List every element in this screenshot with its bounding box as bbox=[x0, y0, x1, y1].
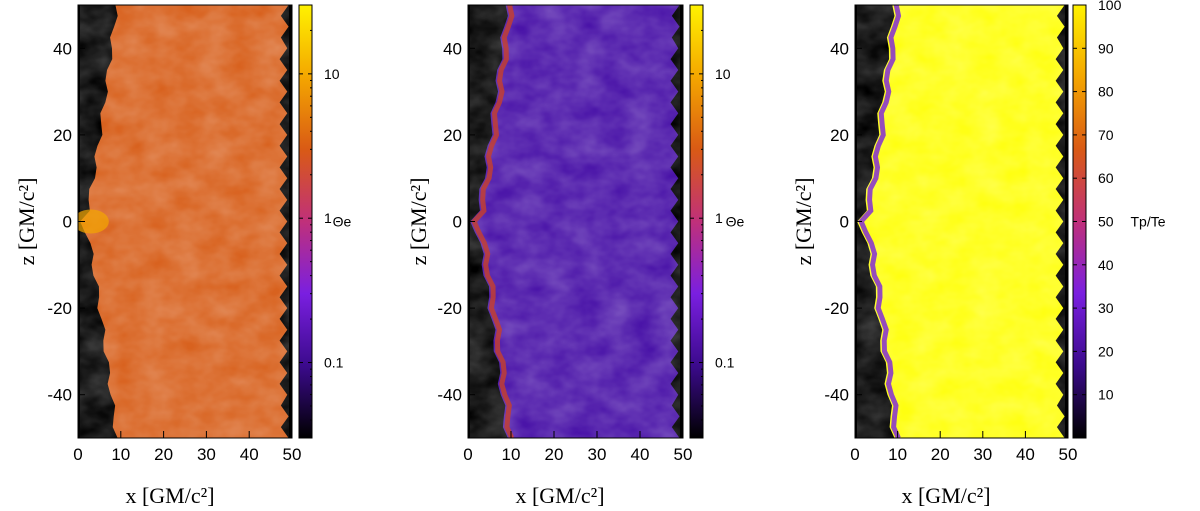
y-tick-label: -40 bbox=[437, 386, 462, 405]
colorbar-tick-label: 70 bbox=[1098, 127, 1114, 143]
y-tick-label: -20 bbox=[824, 299, 849, 318]
colorbar-tick-label: 0.1 bbox=[324, 355, 344, 371]
x-tick-label: 50 bbox=[674, 445, 693, 464]
colorbar-tick-label: 90 bbox=[1098, 40, 1114, 56]
x-tick-label: 50 bbox=[283, 445, 302, 464]
turbulence-texture bbox=[80, 5, 289, 438]
y-tick-label: 0 bbox=[840, 213, 849, 232]
x-tick-label: 0 bbox=[463, 445, 472, 464]
y-axis-title: z [GM/c²] bbox=[791, 178, 816, 266]
y-tick-label: -40 bbox=[824, 386, 849, 405]
x-axis-title: x [GM/c²] bbox=[125, 483, 214, 508]
y-tick-label: 40 bbox=[53, 39, 72, 58]
heatmap-left bbox=[78, 5, 292, 438]
y-tick-label: 20 bbox=[830, 126, 849, 145]
x-tick-label: 10 bbox=[502, 445, 521, 464]
colorbar bbox=[298, 4, 313, 439]
y-tick-label: 40 bbox=[443, 39, 462, 58]
colorbar-tick-label: 10 bbox=[324, 66, 340, 82]
colorbar-tick-label: 50 bbox=[1098, 214, 1114, 230]
x-axis-title: x [GM/c²] bbox=[901, 483, 990, 508]
y-tick-label: 0 bbox=[453, 213, 462, 232]
turbulence-texture bbox=[470, 5, 680, 438]
colorbar-title: Tp/Te bbox=[1130, 214, 1165, 230]
colorbar-tick-label: 30 bbox=[1098, 300, 1114, 316]
colorbar-tick-label: 80 bbox=[1098, 84, 1114, 100]
y-tick-label: -20 bbox=[437, 299, 462, 318]
colorbar-title: Θe bbox=[726, 214, 745, 230]
x-tick-label: 20 bbox=[154, 445, 173, 464]
colorbar-tick-label: 100 bbox=[1098, 0, 1122, 13]
x-tick-label: 20 bbox=[545, 445, 564, 464]
colorbar-tick-label: 20 bbox=[1098, 343, 1114, 359]
colorbar bbox=[689, 4, 704, 439]
panel-middle: 0 10 20 30 40 50 -40 -20 0 20 40 x [GM/c²] z [GM/c²]… bbox=[406, 4, 745, 508]
x-axis-title: x [GM/c²] bbox=[515, 483, 604, 508]
x-tick-label: 40 bbox=[240, 445, 259, 464]
colorbar-tick-label: 0.1 bbox=[715, 355, 735, 371]
y-tick-label: 20 bbox=[443, 126, 462, 145]
y-tick-label: 40 bbox=[830, 39, 849, 58]
colorbar-tick-label: 10 bbox=[1098, 387, 1114, 403]
hot-center bbox=[78, 209, 109, 234]
colorbar-tick-label: 60 bbox=[1098, 170, 1114, 186]
x-tick-label: 50 bbox=[1059, 445, 1078, 464]
x-tick-label: 0 bbox=[73, 445, 82, 464]
turbulence-texture bbox=[857, 5, 1065, 438]
x-tick-label: 40 bbox=[631, 445, 650, 464]
y-tick-label: 20 bbox=[53, 126, 72, 145]
x-tick-label: 30 bbox=[588, 445, 607, 464]
panel-right: 0 10 20 30 40 50 -40 -20 0 20 40 x [GM/c²] z [GM/c²]… bbox=[791, 0, 1166, 508]
panel-left: 0 10 20 30 40 50 -40 -20 0 20 40 x [GM/c²] z [GM/c²]… bbox=[14, 4, 352, 508]
colorbar-tick-label: 40 bbox=[1098, 257, 1114, 273]
colorbar-title: Θe bbox=[333, 214, 352, 230]
x-tick-label: 10 bbox=[888, 445, 907, 464]
colorbar-tick-label: 1 bbox=[715, 210, 723, 226]
y-axis-title: z [GM/c²] bbox=[406, 178, 431, 266]
heatmap-middle bbox=[468, 5, 683, 438]
y-axis-title: z [GM/c²] bbox=[14, 178, 39, 266]
y-tick-label: -20 bbox=[47, 299, 72, 318]
x-tick-label: 40 bbox=[1016, 445, 1035, 464]
y-tick-label: -40 bbox=[47, 386, 72, 405]
heatmap-right bbox=[855, 5, 1068, 438]
x-tick-label: 0 bbox=[850, 445, 859, 464]
x-tick-label: 10 bbox=[111, 445, 130, 464]
y-tick-label: 0 bbox=[63, 213, 72, 232]
x-tick-label: 30 bbox=[197, 445, 216, 464]
x-tick-label: 30 bbox=[973, 445, 992, 464]
colorbar-tick-label: 10 bbox=[715, 66, 731, 82]
x-tick-label: 20 bbox=[931, 445, 950, 464]
colorbar-tick-label: 1 bbox=[324, 210, 332, 226]
